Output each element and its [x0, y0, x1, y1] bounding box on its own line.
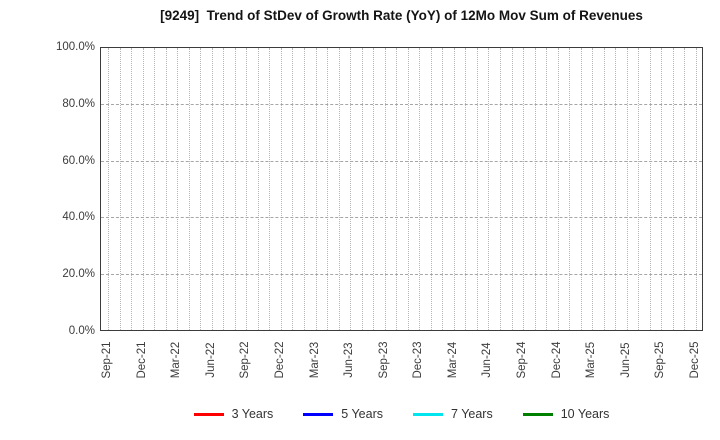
vertical-gridline [223, 48, 225, 330]
vertical-gridline [350, 48, 352, 330]
vertical-gridline [119, 48, 121, 330]
vertical-gridline [280, 48, 282, 330]
vertical-gridline [557, 48, 559, 330]
legend-label: 5 Years [341, 407, 384, 421]
legend-item: 10 Years [522, 407, 610, 421]
legend-line-swatch [413, 412, 444, 416]
vertical-gridline [338, 48, 340, 330]
x-tick-label: Mar-24 [446, 341, 459, 379]
y-tick-label: 100.0% [55, 41, 95, 53]
vertical-gridline [696, 48, 697, 330]
legend-item: 7 Years [413, 407, 493, 421]
vertical-gridline [327, 48, 329, 330]
legend-label: 3 Years [231, 407, 274, 421]
horizontal-gridline [101, 217, 702, 219]
legend: 3 Years 5 Years 7 Years 10 Years [100, 405, 703, 423]
vertical-gridline [661, 48, 663, 330]
vertical-gridline [304, 48, 305, 330]
y-tick-label: 60.0% [62, 154, 95, 167]
legend-label: 7 Years [451, 407, 493, 421]
vertical-gridline [684, 48, 686, 330]
vertical-gridline [569, 48, 571, 330]
horizontal-gridline [101, 104, 702, 106]
vertical-gridline [154, 48, 156, 330]
x-tick-label: Mar-23 [308, 341, 321, 379]
x-tick-label: Jun-25 [619, 342, 632, 378]
vertical-gridline [292, 48, 294, 330]
vertical-gridline [523, 48, 525, 330]
vertical-gridline [626, 48, 628, 330]
horizontal-gridline [101, 160, 702, 162]
plot-area [100, 47, 703, 331]
vertical-gridline [511, 48, 513, 330]
x-tick-label: Dec-21 [135, 341, 148, 379]
legend-label: 10 Years [560, 407, 610, 421]
vertical-gridline [430, 48, 432, 330]
y-tick-label: 20.0% [62, 268, 95, 281]
vertical-gridline [269, 48, 271, 330]
x-tick-label: Jun-24 [481, 342, 494, 378]
vertical-gridline [384, 48, 386, 330]
vertical-gridline [546, 48, 548, 330]
vertical-gridline [234, 48, 236, 330]
vertical-gridline [142, 48, 144, 330]
vertical-gridline [200, 48, 202, 330]
vertical-gridline [649, 48, 651, 330]
x-tick-label: Sep-25 [654, 341, 667, 379]
x-tick-label: Jun-23 [343, 342, 356, 378]
x-tick-label: Mar-22 [170, 341, 183, 379]
legend-line-swatch [303, 412, 334, 416]
x-tick-label: Dec-25 [689, 341, 701, 379]
vertical-gridline [211, 48, 213, 330]
y-tick-label: 80.0% [62, 97, 95, 110]
vertical-gridline [500, 48, 501, 330]
vertical-gridline [453, 48, 455, 330]
vertical-gridline [177, 48, 179, 330]
vertical-gridline [257, 48, 259, 330]
vertical-gridline [373, 48, 375, 330]
vertical-gridline [638, 48, 640, 330]
legend-item: 3 Years [193, 407, 274, 421]
legend-line-swatch [193, 412, 224, 416]
x-tick-label: Sep-21 [101, 341, 113, 379]
vertical-gridline [407, 48, 409, 330]
x-tick-label: Dec-24 [550, 341, 563, 379]
x-tick-label: Sep-24 [516, 341, 529, 379]
y-tick-label: 40.0% [62, 211, 95, 224]
vertical-gridline [672, 48, 674, 330]
x-tick-label: Dec-22 [273, 341, 286, 379]
vertical-gridline [188, 48, 190, 330]
vertical-gridline [246, 48, 248, 330]
vertical-gridline [419, 48, 421, 330]
vertical-gridline [476, 48, 478, 330]
vertical-gridline [396, 48, 398, 330]
vertical-gridline [615, 48, 617, 330]
horizontal-gridline [101, 273, 702, 275]
vertical-gridline [580, 48, 582, 330]
vertical-gridline [442, 48, 444, 330]
vertical-gridline [465, 48, 467, 330]
vertical-gridline [131, 48, 133, 330]
vertical-gridline [108, 48, 109, 330]
x-tick-label: Jun-22 [204, 342, 217, 378]
x-tick-label: Dec-23 [412, 341, 425, 379]
y-tick-label: 0.0% [68, 325, 95, 337]
vertical-gridline [592, 48, 594, 330]
legend-item: 5 Years [303, 407, 383, 421]
x-tick-label: Mar-25 [585, 341, 598, 379]
vertical-gridline [361, 48, 363, 330]
x-tick-label: Sep-23 [377, 341, 390, 379]
chart-title: [9249] Trend of StDev of Growth Rate (Yo… [160, 8, 643, 23]
vertical-gridline [165, 48, 167, 330]
vertical-gridline [315, 48, 317, 330]
legend-line-swatch [522, 412, 553, 416]
vertical-gridline [603, 48, 605, 330]
vertical-gridline [534, 48, 536, 330]
x-tick-label: Sep-22 [239, 341, 252, 379]
vertical-gridline [488, 48, 490, 330]
